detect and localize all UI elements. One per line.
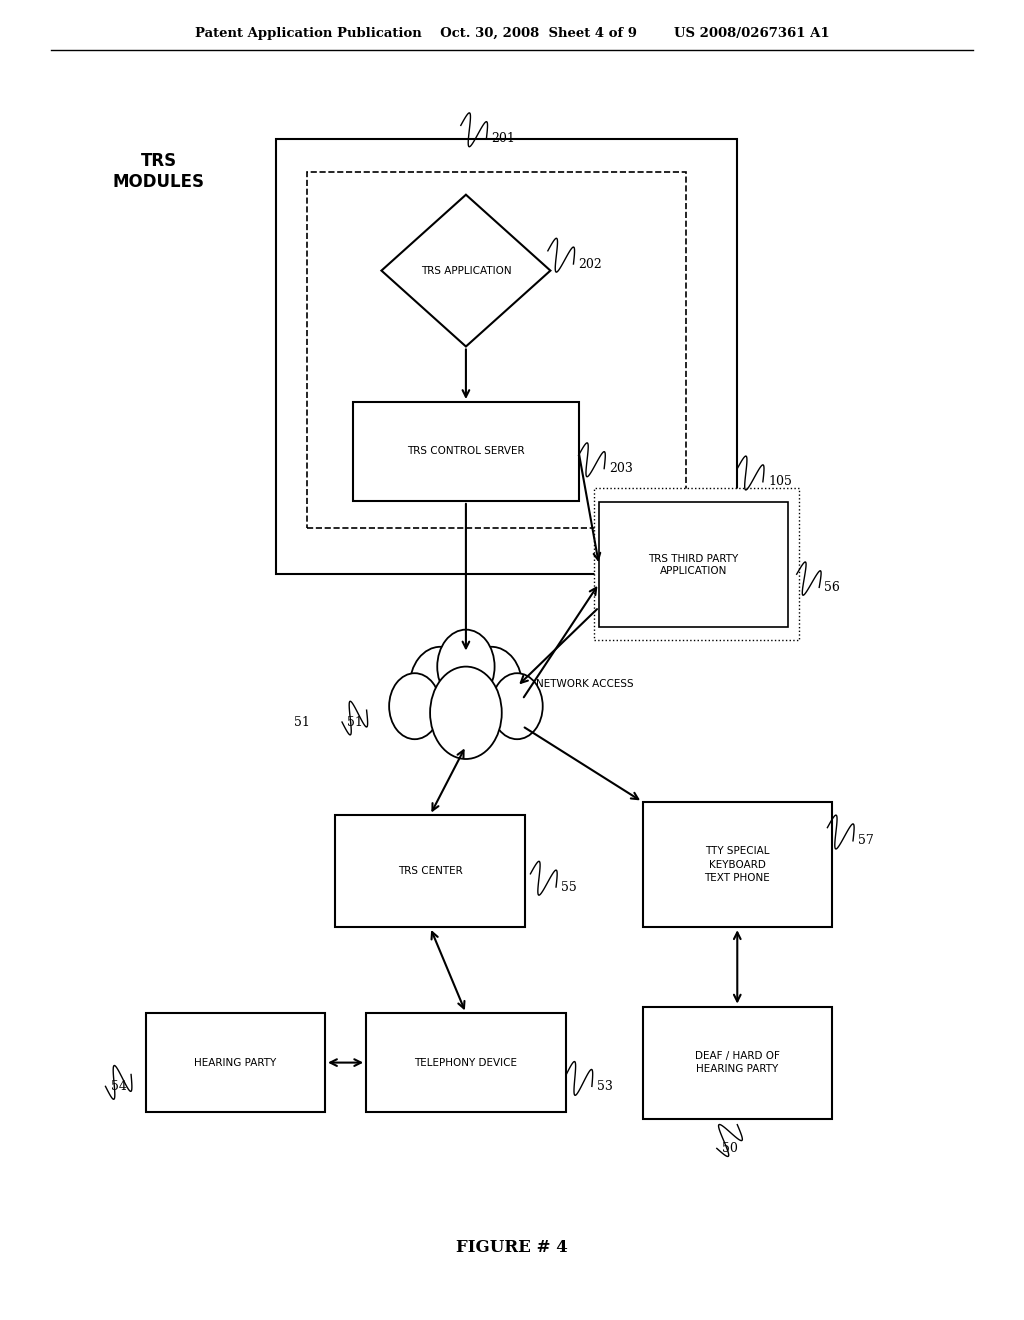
Text: DEAF / HARD OF
HEARING PARTY: DEAF / HARD OF HEARING PARTY: [695, 1051, 779, 1074]
FancyBboxPatch shape: [594, 488, 799, 640]
Circle shape: [430, 667, 502, 759]
FancyBboxPatch shape: [353, 401, 579, 500]
FancyBboxPatch shape: [336, 814, 524, 927]
Text: TRS THIRD PARTY
APPLICATION: TRS THIRD PARTY APPLICATION: [648, 554, 738, 576]
Circle shape: [492, 673, 543, 739]
Text: NETWORK ACCESS: NETWORK ACCESS: [536, 678, 633, 689]
Circle shape: [437, 630, 495, 704]
Text: TELEPHONY DEVICE: TELEPHONY DEVICE: [415, 1057, 517, 1068]
Text: TRS CONTROL SERVER: TRS CONTROL SERVER: [408, 446, 524, 457]
FancyBboxPatch shape: [599, 502, 788, 627]
Text: Patent Application Publication    Oct. 30, 2008  Sheet 4 of 9        US 2008/026: Patent Application Publication Oct. 30, …: [195, 26, 829, 40]
Text: 51: 51: [294, 715, 310, 729]
Text: TRS
MODULES: TRS MODULES: [113, 152, 205, 191]
Text: TRS APPLICATION: TRS APPLICATION: [421, 265, 511, 276]
Text: 55: 55: [561, 880, 577, 894]
Text: FIGURE # 4: FIGURE # 4: [456, 1239, 568, 1255]
Text: 105: 105: [768, 475, 792, 488]
FancyBboxPatch shape: [307, 172, 686, 528]
Circle shape: [410, 647, 471, 726]
Text: 201: 201: [492, 132, 515, 145]
FancyBboxPatch shape: [146, 1014, 326, 1111]
FancyBboxPatch shape: [367, 1014, 565, 1111]
Text: HEARING PARTY: HEARING PARTY: [195, 1057, 276, 1068]
Polygon shape: [381, 195, 551, 346]
FancyBboxPatch shape: [276, 139, 737, 574]
FancyBboxPatch shape: [643, 803, 831, 927]
FancyBboxPatch shape: [643, 1006, 831, 1119]
Text: 53: 53: [597, 1080, 613, 1093]
Text: 54: 54: [111, 1080, 127, 1093]
Text: 51: 51: [347, 715, 364, 729]
Text: 56: 56: [824, 581, 841, 594]
Circle shape: [389, 673, 440, 739]
Text: TRS CENTER: TRS CENTER: [397, 866, 463, 876]
Circle shape: [461, 647, 522, 726]
Text: 50: 50: [722, 1142, 738, 1155]
Text: 57: 57: [858, 834, 873, 847]
Text: 202: 202: [579, 257, 602, 271]
Text: 203: 203: [609, 462, 633, 475]
Text: TTY SPECIAL
KEYBOARD
TEXT PHONE: TTY SPECIAL KEYBOARD TEXT PHONE: [705, 846, 770, 883]
